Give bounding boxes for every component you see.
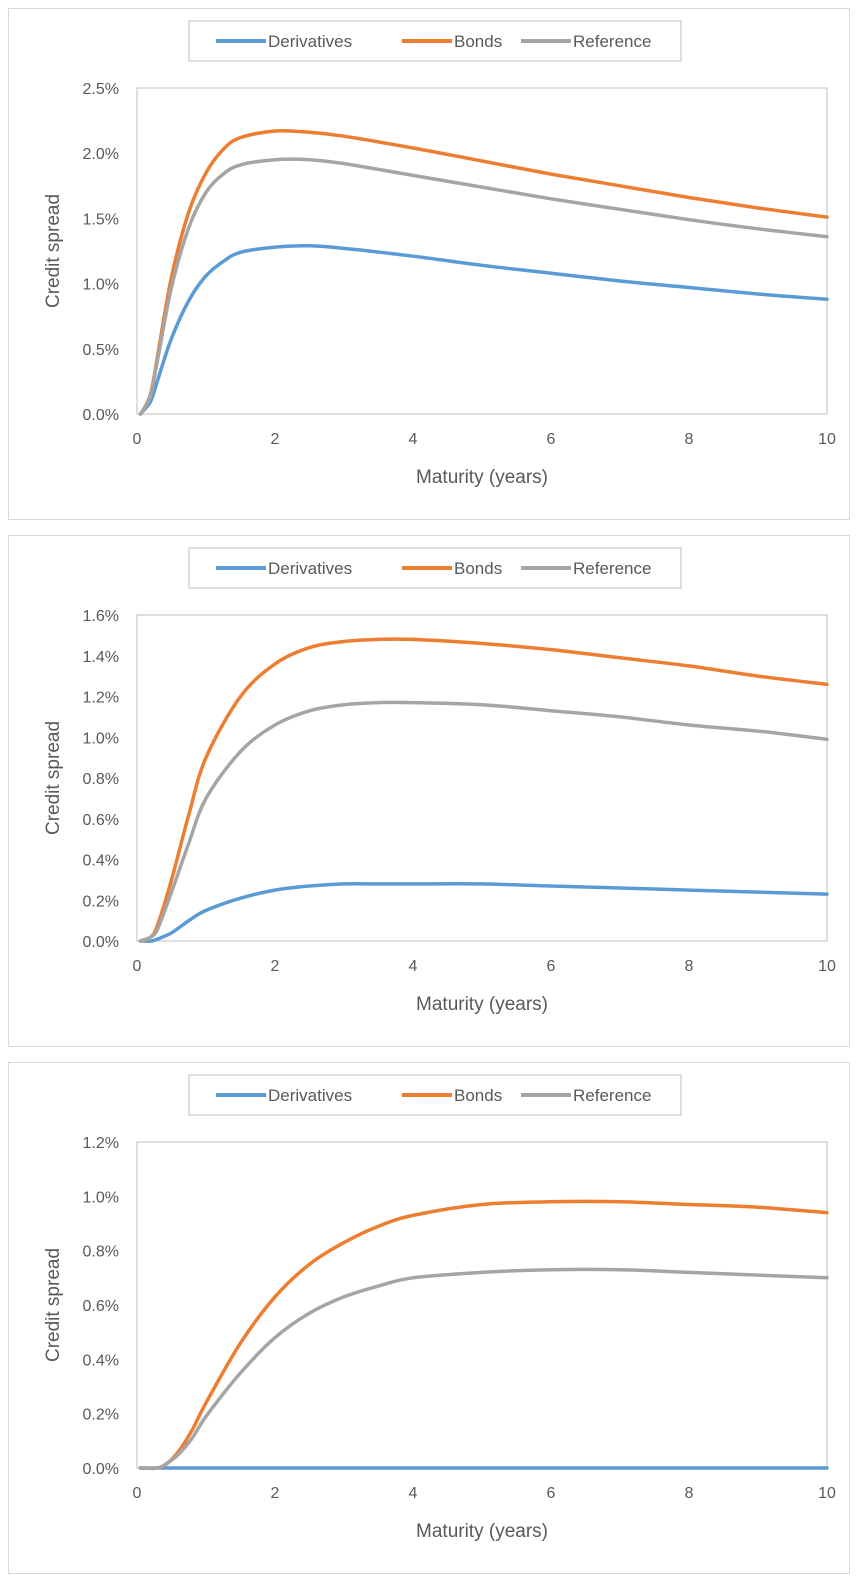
x-tick-label: 8 bbox=[685, 958, 694, 975]
x-tick-label: 10 bbox=[818, 1485, 836, 1502]
chart-2-svg: 0.0% 0.2% 0.4% 0.6% 0.8% 1.0% 1.2% 1.4% 1.6% 0 2 4 6… bbox=[43, 547, 836, 1015]
y-tick-label: 0.6% bbox=[83, 1298, 119, 1315]
plot-area bbox=[136, 1141, 828, 1469]
series-line-derivatives bbox=[138, 882, 829, 943]
chart-panel-2: 0.0% 0.2% 0.4% 0.6% 0.8% 1.0% 1.2% 1.4% 1.6% 0 2 4 6… bbox=[8, 535, 850, 1047]
y-tick-label: 1.2% bbox=[83, 690, 119, 707]
series-line-bonds bbox=[138, 637, 829, 943]
y-tick-label: 1.0% bbox=[83, 730, 119, 747]
chart-3-svg: 0.0% 0.2% 0.4% 0.6% 0.8% 1.0% 1.2% 0 2 4 6 8 10 Matur… bbox=[43, 1074, 836, 1542]
x-tick-label: 6 bbox=[547, 431, 556, 448]
series-line-reference bbox=[138, 700, 829, 943]
series-line-bonds bbox=[138, 129, 829, 416]
y-axis-title: Credit spread bbox=[43, 194, 64, 308]
x-tick-label: 4 bbox=[409, 958, 418, 975]
x-tick-label: 4 bbox=[409, 1485, 418, 1502]
legend-label-bonds: Bonds bbox=[454, 1086, 502, 1105]
legend-label-reference: Reference bbox=[573, 32, 651, 51]
y-tick-label: 1.0% bbox=[83, 277, 119, 294]
x-tick-label: 8 bbox=[685, 431, 694, 448]
series-line-reference bbox=[138, 1267, 829, 1471]
x-axis-title: Maturity (years) bbox=[416, 1521, 548, 1542]
legend-label-bonds: Bonds bbox=[454, 559, 502, 578]
y-axis-title: Credit spread bbox=[43, 721, 64, 835]
y-tick-label: 2.5% bbox=[83, 81, 119, 98]
x-axis-title: Maturity (years) bbox=[416, 467, 548, 488]
y-tick-label: 0.8% bbox=[83, 771, 119, 788]
y-tick-label: 1.6% bbox=[83, 608, 119, 625]
x-tick-label: 2 bbox=[271, 1485, 280, 1502]
x-tick-label: 6 bbox=[547, 1485, 556, 1502]
x-tick-label: 8 bbox=[685, 1485, 694, 1502]
y-tick-label: 0.0% bbox=[83, 934, 119, 951]
y-tick-label: 0.4% bbox=[83, 853, 119, 870]
y-tick-label: 0.2% bbox=[83, 1407, 119, 1424]
x-tick-label: 6 bbox=[547, 958, 556, 975]
x-tick-label: 2 bbox=[271, 958, 280, 975]
x-tick-label: 10 bbox=[818, 431, 836, 448]
x-tick-label: 0 bbox=[133, 1485, 142, 1502]
y-tick-label: 1.5% bbox=[83, 211, 119, 228]
legend-label-derivatives: Derivatives bbox=[268, 1086, 352, 1105]
y-tick-label: 0.8% bbox=[83, 1244, 119, 1261]
y-tick-label: 0.2% bbox=[83, 893, 119, 910]
x-tick-label: 4 bbox=[409, 431, 418, 448]
chart-1-svg: 0.0% 0.5% 1.0% 1.5% 2.0% 2.5% 0 2 4 6 8 10 Maturity … bbox=[43, 20, 836, 488]
legend-label-reference: Reference bbox=[573, 559, 651, 578]
y-tick-label: 0.4% bbox=[83, 1352, 119, 1369]
y-tick-label: 1.2% bbox=[83, 1135, 119, 1152]
y-tick-label: 0.0% bbox=[83, 1461, 119, 1478]
y-tick-label: 0.6% bbox=[83, 812, 119, 829]
series-line-reference bbox=[138, 157, 829, 416]
legend-label-reference: Reference bbox=[573, 1086, 651, 1105]
x-tick-label: 0 bbox=[133, 431, 142, 448]
plot-area bbox=[136, 614, 828, 942]
y-tick-label: 0.5% bbox=[83, 342, 119, 359]
legend-label-derivatives: Derivatives bbox=[268, 559, 352, 578]
legend bbox=[188, 20, 682, 62]
x-tick-label: 0 bbox=[133, 958, 142, 975]
legend-label-bonds: Bonds bbox=[454, 32, 502, 51]
x-axis-title: Maturity (years) bbox=[416, 994, 548, 1015]
x-tick-label: 2 bbox=[271, 431, 280, 448]
y-tick-label: 1.0% bbox=[83, 1189, 119, 1206]
y-tick-label: 1.4% bbox=[83, 649, 119, 666]
plot-area bbox=[136, 87, 828, 415]
chart-panel-3: 0.0% 0.2% 0.4% 0.6% 0.8% 1.0% 1.2% 0 2 4 6 8 10 Matur… bbox=[8, 1062, 850, 1574]
chart-panel-1: 0.0% 0.5% 1.0% 1.5% 2.0% 2.5% 0 2 4 6 8 10 Maturity … bbox=[8, 8, 850, 520]
x-tick-label: 10 bbox=[818, 958, 836, 975]
series-line-bonds bbox=[138, 1199, 829, 1471]
y-axis-title: Credit spread bbox=[43, 1248, 64, 1362]
series-line-derivatives bbox=[138, 244, 829, 416]
y-tick-label: 2.0% bbox=[83, 146, 119, 163]
y-tick-label: 0.0% bbox=[83, 407, 119, 424]
legend-label-derivatives: Derivatives bbox=[268, 32, 352, 51]
